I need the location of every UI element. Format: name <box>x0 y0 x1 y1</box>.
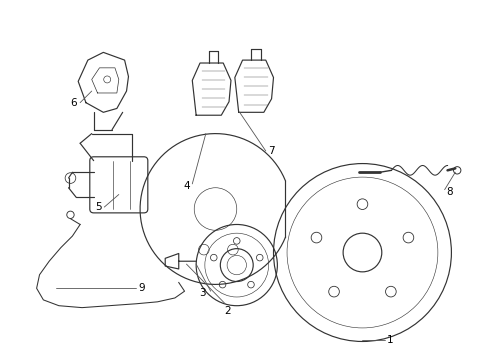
Text: 2: 2 <box>224 306 230 316</box>
Text: 9: 9 <box>138 283 144 293</box>
Text: 7: 7 <box>267 146 274 156</box>
Text: 5: 5 <box>95 202 101 212</box>
Text: 8: 8 <box>446 186 452 197</box>
Text: 6: 6 <box>70 98 77 108</box>
Text: 1: 1 <box>386 334 392 345</box>
Text: 4: 4 <box>183 181 190 191</box>
Text: 3: 3 <box>199 288 205 298</box>
